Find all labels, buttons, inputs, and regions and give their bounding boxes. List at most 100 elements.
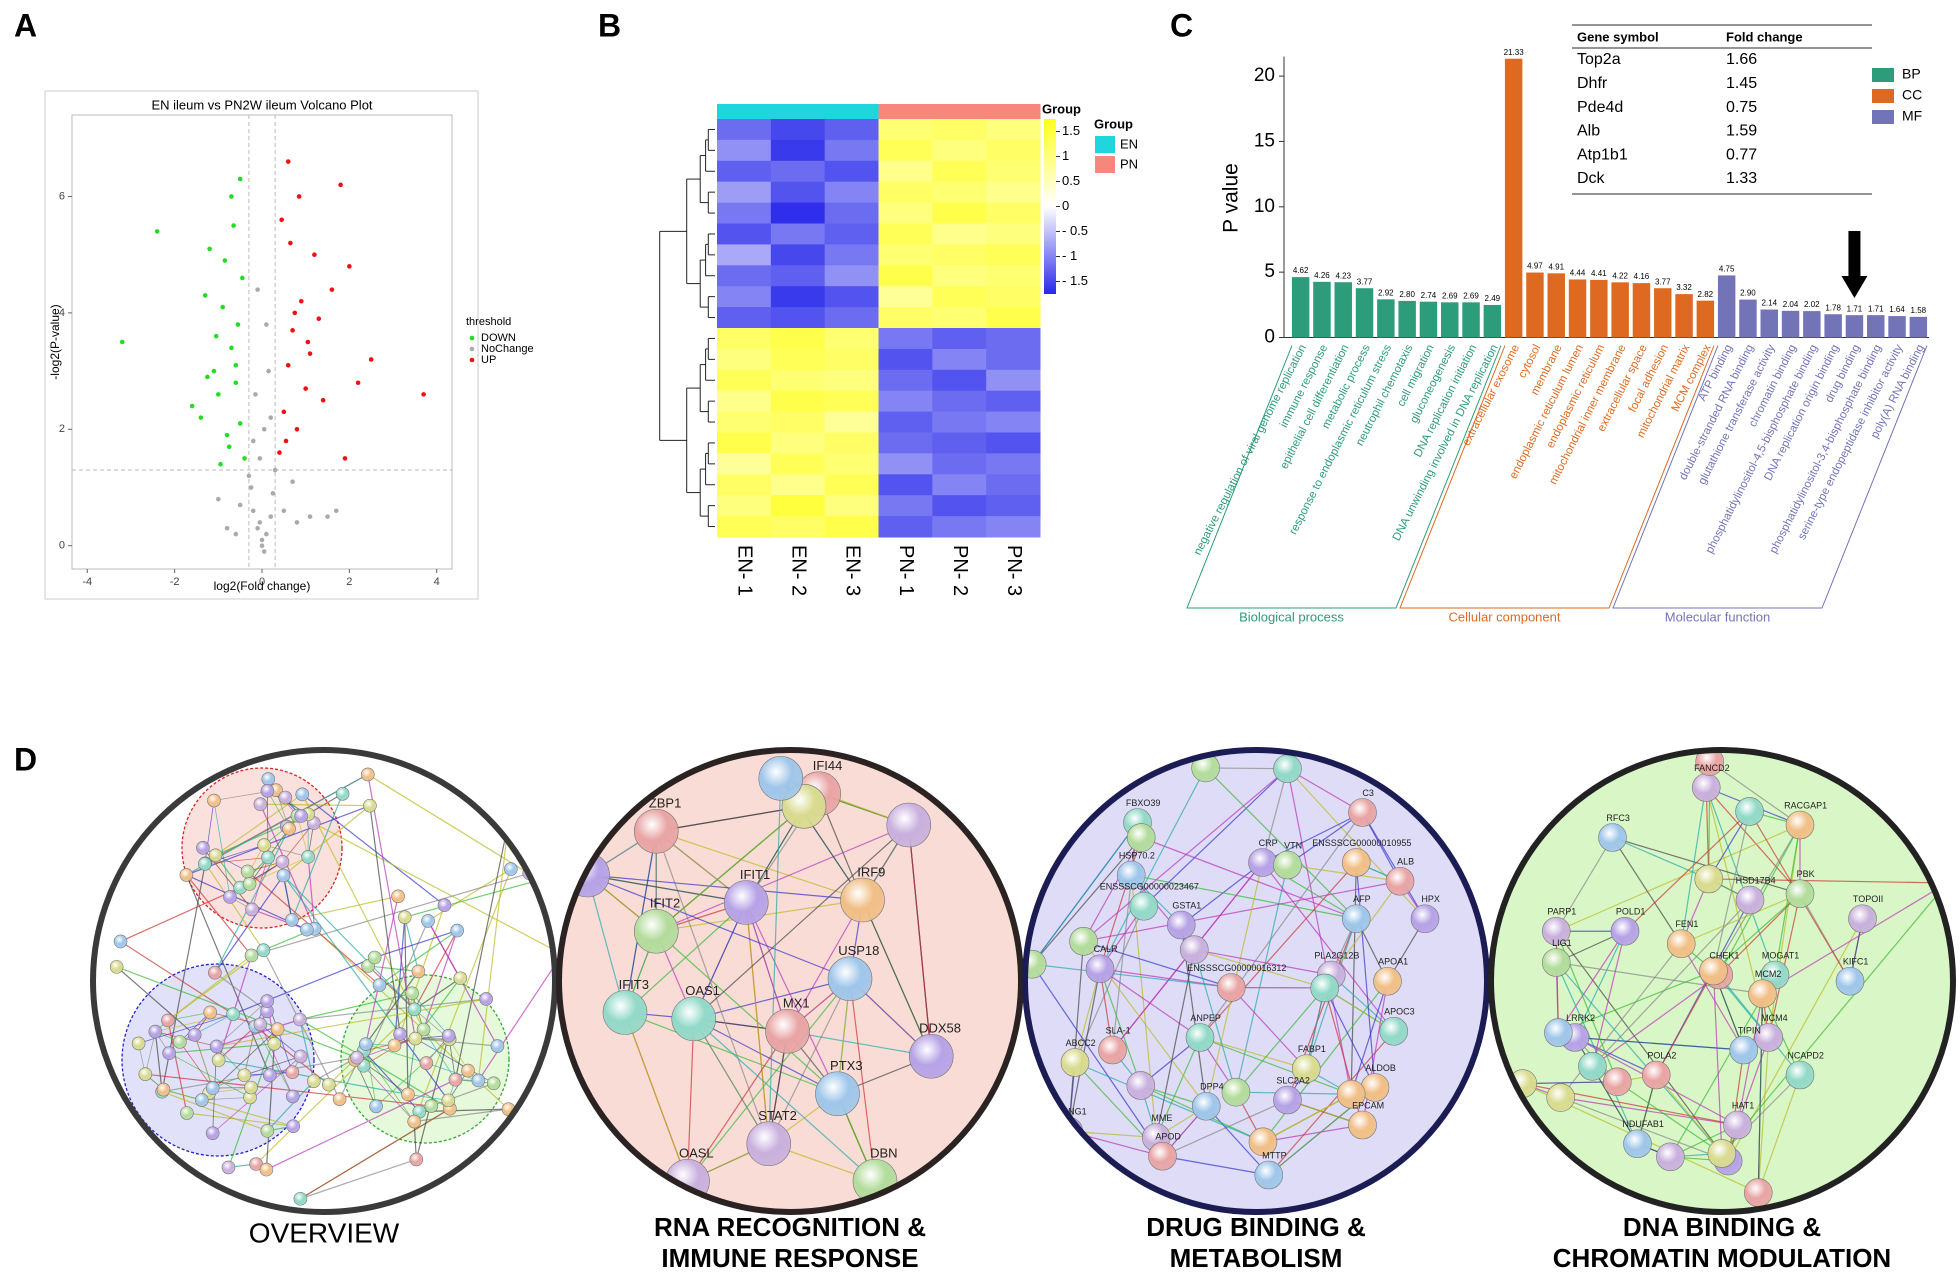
network-edge <box>1155 1037 1201 1138</box>
table-cell: 1.66 <box>1726 51 1757 68</box>
node-label: PARP1 <box>1547 907 1576 917</box>
network-node <box>1166 910 1196 940</box>
network-edge <box>215 813 309 856</box>
network-node <box>461 1063 475 1078</box>
point <box>246 473 252 479</box>
network-edge <box>214 875 284 974</box>
network-edge <box>155 1013 234 1032</box>
value-label: 2.80 <box>1399 290 1415 299</box>
network-node <box>421 914 435 928</box>
network-node <box>173 1035 187 1049</box>
node-label: FBXO39 <box>1126 798 1161 808</box>
heatmap-cell <box>932 181 987 204</box>
node-label: POLD1 <box>1616 907 1646 917</box>
heatmap-cell <box>878 328 933 350</box>
heatmap-cell <box>986 119 1041 141</box>
node-label: ALB <box>1397 857 1414 867</box>
network-edge <box>1083 940 1232 989</box>
network-node <box>1848 904 1877 934</box>
point <box>189 403 195 409</box>
point <box>237 502 243 508</box>
network-node <box>437 898 452 913</box>
network-node <box>1707 1139 1737 1168</box>
network-edge <box>1350 981 1389 1095</box>
point <box>253 392 258 397</box>
point <box>259 543 265 549</box>
legend-label: MF <box>1902 108 1922 124</box>
point <box>266 368 271 374</box>
value-label: 4.44 <box>1570 269 1586 278</box>
node-label: POLA2 <box>1647 1050 1676 1060</box>
network-node <box>244 1080 258 1095</box>
heatmap-cell <box>770 181 826 204</box>
heatmap-cell <box>878 119 933 141</box>
network-edge <box>249 856 309 885</box>
node-label: TOPOII <box>1853 894 1883 904</box>
bar <box>1504 58 1523 338</box>
network-edge <box>686 1018 695 1182</box>
heatmap-cell <box>824 265 879 287</box>
value-label: 4.75 <box>1719 265 1735 274</box>
network-edge <box>1560 1096 1729 1162</box>
node-label: OAS1 <box>685 983 720 998</box>
heatmap-cell <box>717 244 772 266</box>
network-node <box>1116 860 1146 890</box>
network-node <box>1273 850 1302 880</box>
point <box>285 362 291 368</box>
table-cell: 1.33 <box>1726 170 1757 187</box>
network-edge <box>1261 768 1289 863</box>
point <box>261 427 267 432</box>
node-label: DDX58 <box>919 1021 961 1036</box>
heatmap-cell <box>878 411 933 433</box>
network-edge <box>213 800 231 898</box>
point <box>226 444 232 450</box>
heatmap-cell <box>824 307 879 329</box>
heatmap-cell <box>824 139 879 162</box>
heatmap-cell <box>717 495 772 517</box>
network-edge <box>477 821 510 1081</box>
x-tick-label: 0 <box>259 576 265 588</box>
bar <box>1398 300 1416 338</box>
network-node <box>1291 1054 1321 1084</box>
network: ZBP1 IFI44 IFIT2 IFIT1 IRF9 USP18 IFIT3 OAS1 MX1… <box>559 750 1021 1212</box>
bar <box>1760 309 1778 338</box>
network-edge <box>1592 974 1720 1067</box>
table-cell: 0.77 <box>1726 146 1757 163</box>
value-label: 2.14 <box>1761 299 1777 308</box>
network-edge <box>277 1029 293 1073</box>
value-label: 1.78 <box>1825 303 1841 312</box>
network-node <box>1379 1016 1409 1046</box>
network-edge <box>413 930 458 1010</box>
point <box>255 525 260 531</box>
network-edge <box>301 794 425 1030</box>
network-node <box>633 908 679 954</box>
network-node <box>109 960 124 974</box>
network-node <box>1216 973 1246 1002</box>
network-node <box>1641 1060 1671 1090</box>
node-label: AFP <box>1353 894 1371 904</box>
network-edge <box>1708 878 1948 884</box>
value-label: 4.97 <box>1527 262 1543 271</box>
table-cell: 1.45 <box>1726 75 1757 92</box>
legend-label: NoChange <box>481 343 534 355</box>
point <box>231 223 236 228</box>
network-edge <box>1111 822 1139 1051</box>
network-edge <box>1355 862 1376 1088</box>
network-edge <box>1361 812 1426 920</box>
network-edge <box>1262 1093 1352 1143</box>
heatmap-cell <box>878 390 933 413</box>
value-label: 3.77 <box>1357 277 1373 286</box>
heatmap-cell <box>878 307 933 329</box>
bar <box>1696 300 1715 338</box>
bar <box>1824 314 1842 338</box>
node-label: OASL <box>679 1146 714 1161</box>
point <box>248 485 254 490</box>
network-node <box>1273 1085 1302 1115</box>
value-label: 3.32 <box>1676 283 1692 292</box>
heatmap-cell <box>717 432 772 454</box>
network-node <box>131 1036 146 1051</box>
legend-label: PN <box>1120 156 1138 171</box>
network-title: METABOLISM <box>1170 1243 1343 1273</box>
network-edge <box>299 998 487 1021</box>
node-label: CHEK1 <box>1709 950 1739 960</box>
